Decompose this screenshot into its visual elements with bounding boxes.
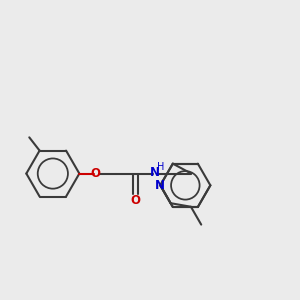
Text: O: O	[91, 167, 100, 180]
Text: N: N	[155, 179, 165, 192]
Text: N: N	[149, 166, 159, 178]
Text: O: O	[130, 194, 140, 207]
Text: H: H	[157, 162, 165, 172]
